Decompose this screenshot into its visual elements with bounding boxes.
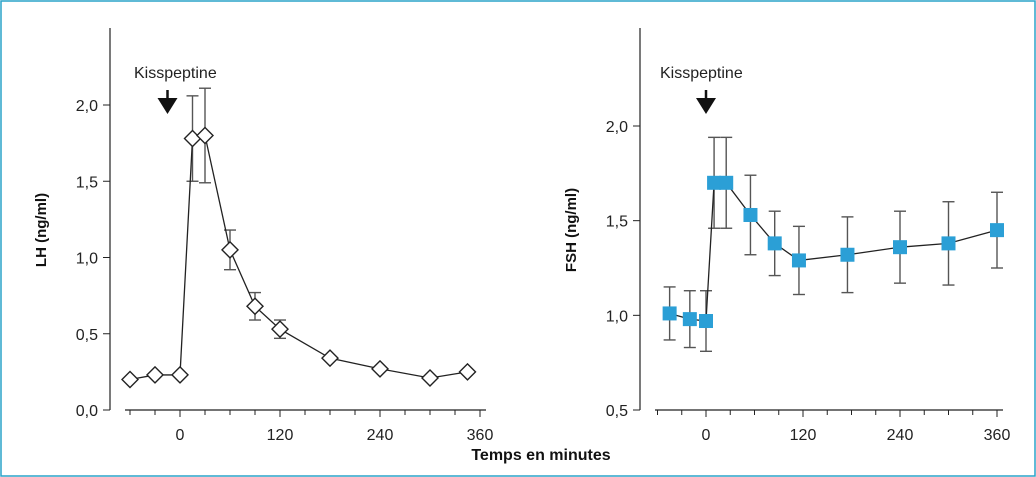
fsh-data-point	[699, 314, 713, 329]
lh-kisspeptine-label: Kisspeptine	[134, 65, 217, 82]
lh-x-ticks: 0 120 240 360	[129, 410, 494, 444]
lh-data-point	[458, 362, 477, 381]
fsh-data-point	[719, 175, 734, 190]
lh-data-point	[321, 349, 339, 368]
lh-arrow-marker	[157, 90, 178, 114]
fsh-data-point	[767, 236, 782, 251]
fsh-panel: FSH (ng/ml) Kisspeptine 0,5 1,0 1,5 2,0 0 12…	[563, 28, 1010, 444]
fsh-data-point	[840, 247, 855, 262]
fsh-x-ticks: 0 120 240 360	[657, 410, 1011, 444]
fsh-x-tick-label: 0	[702, 427, 711, 444]
fsh-x-tick-label: 120	[790, 427, 817, 444]
lh-data-point	[421, 368, 439, 387]
lh-x-tick-label: 0	[176, 427, 185, 444]
fsh-data-point	[682, 312, 697, 327]
lh-arrow-head	[157, 98, 178, 114]
lh-y-tick-label: 1,5	[76, 174, 98, 191]
lh-y-tick-label: 1,0	[76, 251, 98, 268]
lh-data-point	[246, 297, 264, 316]
fsh-y-tick-label: 1,0	[606, 308, 628, 325]
lh-markers	[121, 126, 477, 389]
fsh-y-tick-label: 2,0	[606, 119, 628, 136]
fsh-data-point	[990, 223, 1004, 238]
fsh-data-point	[941, 236, 956, 251]
lh-data-point	[121, 370, 139, 389]
lh-y-tick-label: 2,0	[76, 98, 98, 115]
lh-data-point	[146, 365, 164, 384]
lh-y-tick-label: 0,0	[76, 403, 98, 420]
fsh-arrow-head	[696, 98, 716, 114]
fsh-markers	[662, 175, 1004, 329]
fsh-data-point	[662, 306, 677, 321]
lh-data-point	[371, 359, 389, 378]
lh-y-tick-label: 0,5	[76, 327, 98, 344]
x-axis-title: Temps en minutes	[471, 447, 610, 464]
fsh-y-tick-label: 0,5	[606, 403, 628, 420]
fsh-data-point	[743, 207, 758, 222]
lh-data-point	[171, 365, 189, 384]
fsh-y-axis-label: FSH (ng/ml)	[563, 188, 580, 272]
fsh-data-point	[707, 175, 722, 190]
lh-y-axis-label: LH (ng/ml)	[33, 193, 50, 267]
fsh-x-tick-label: 360	[984, 427, 1011, 444]
fsh-x-tick-label: 240	[887, 427, 914, 444]
lh-data-point	[271, 320, 289, 339]
fsh-data-point	[791, 253, 806, 268]
lh-x-tick-label: 120	[267, 427, 294, 444]
fsh-kisspeptine-label: Kisspeptine	[660, 65, 743, 82]
lh-y-ticks: 0,0 0,5 1,0 1,5 2,0	[76, 98, 110, 420]
lh-x-tick-label: 240	[367, 427, 394, 444]
fsh-data-point	[893, 240, 907, 255]
lh-x-tick-label: 360	[467, 427, 494, 444]
lh-panel: LH (ng/ml) Kisspeptine 0,0 0,5 1,0 1,5 2,0 0…	[33, 28, 493, 444]
fsh-y-tick-label: 1,5	[606, 214, 628, 231]
fsh-y-ticks: 0,5 1,0 1,5 2,0	[606, 119, 640, 420]
fsh-arrow-marker	[696, 90, 716, 114]
lh-data-point	[196, 126, 214, 145]
lh-data-point	[221, 240, 239, 259]
